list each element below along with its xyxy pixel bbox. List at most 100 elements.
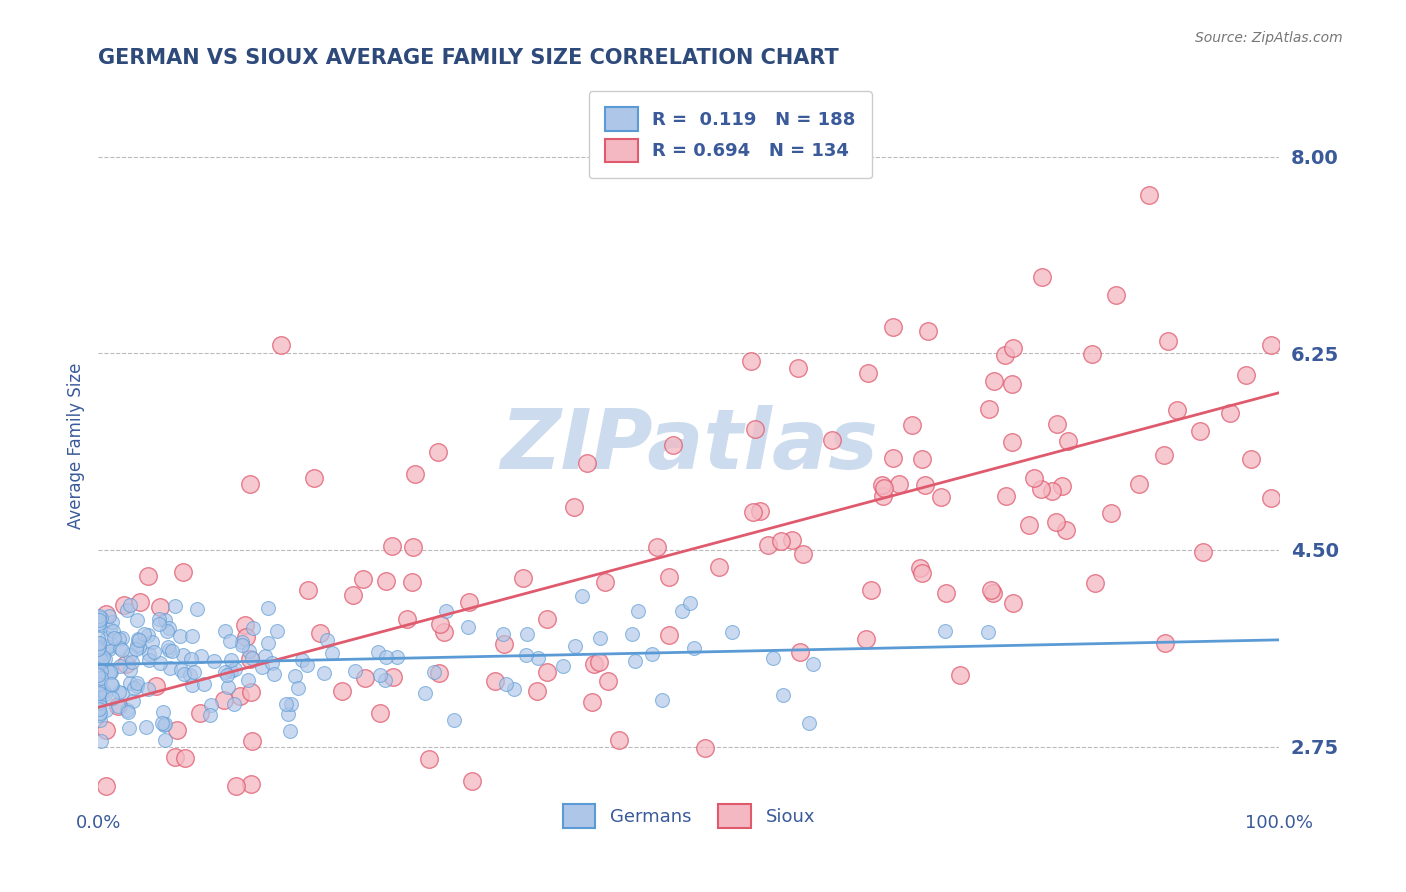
Point [280,697,302,711]
Point [418,752,440,766]
Point [516,627,538,641]
Point [786,360,808,375]
Point [87,686,110,700]
Point [118,598,141,612]
Point [457,620,479,634]
Point [87,671,110,685]
Point [651,693,673,707]
Point [129,595,152,609]
Point [870,478,893,492]
Point [93,684,115,698]
Point [97,609,120,624]
Point [136,569,159,583]
Point [186,602,208,616]
Point [90,734,112,748]
Point [1191,544,1213,558]
Point [98,642,121,657]
Point [260,656,283,670]
Point [856,366,879,380]
Point [96,640,118,654]
Point [527,651,550,665]
Point [179,667,201,681]
Point [627,604,650,618]
Point [101,615,124,629]
Point [491,627,513,641]
Point [433,624,456,639]
Point [90,671,112,685]
Point [100,665,122,679]
Point [108,684,131,698]
Point [231,638,253,652]
Point [484,674,506,689]
Point [312,666,335,681]
Point [882,451,904,466]
Point [107,698,129,713]
Point [620,626,643,640]
Point [143,645,166,659]
Point [593,575,616,590]
Point [291,653,314,667]
Point [157,643,180,657]
Point [89,713,111,727]
Point [128,632,150,647]
Point [193,676,215,690]
Point [911,452,934,467]
Point [679,596,702,610]
Point [382,670,405,684]
Point [214,693,236,707]
Point [799,715,821,730]
Point [744,422,766,436]
Point [148,611,170,625]
Point [231,635,253,649]
Point [155,733,177,747]
Point [89,636,111,650]
Point [492,637,515,651]
Point [1189,424,1212,438]
Point [155,624,177,638]
Point [882,320,904,334]
Point [1084,576,1107,591]
Point [87,636,110,650]
Point [163,750,186,764]
Point [889,477,911,491]
Point [229,690,252,704]
Point [172,648,194,663]
Point [801,657,824,671]
Point [96,703,118,717]
Legend: Germans, Sioux: Germans, Sioux [554,796,824,837]
Point [295,658,318,673]
Point [581,695,603,709]
Point [125,679,148,693]
Point [274,698,297,712]
Point [1081,347,1104,361]
Point [121,655,143,669]
Point [770,533,793,548]
Point [217,680,239,694]
Point [125,638,148,652]
Point [219,653,242,667]
Point [1218,406,1240,420]
Point [125,642,148,657]
Point [354,671,377,685]
Point [98,663,121,677]
Point [110,641,132,656]
Point [97,640,120,655]
Point [434,604,457,618]
Point [427,666,450,681]
Point [1153,636,1175,650]
Point [98,665,121,679]
Point [588,655,610,669]
Point [682,640,704,655]
Point [277,706,299,721]
Point [156,640,179,654]
Point [100,677,122,691]
Point [148,657,170,671]
Point [374,673,396,687]
Point [101,691,124,706]
Point [1031,270,1053,285]
Point [138,653,160,667]
Point [458,595,481,609]
Point [257,636,280,650]
Point [200,698,222,713]
Point [87,657,110,671]
